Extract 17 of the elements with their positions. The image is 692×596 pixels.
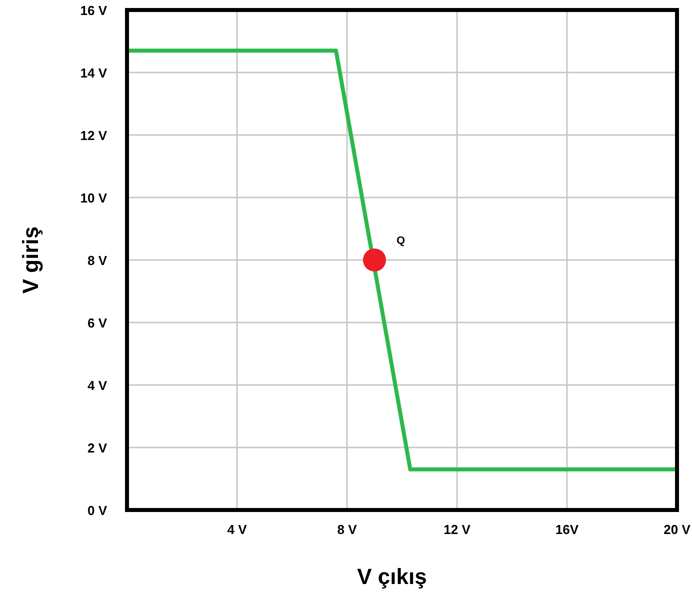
y-tick-label: 6 V [87, 316, 108, 330]
y-tick-label: 12 V [80, 128, 108, 143]
y-tick-label: 4 V [87, 378, 108, 393]
x-tick-label: 20 V [664, 522, 691, 537]
x-tick-label: 8 V [337, 522, 358, 537]
x-tick-label: 12 V [444, 522, 471, 537]
y-axis-title: V giriş [18, 226, 43, 294]
y-tick-label: 0 V [87, 503, 108, 518]
y-tick-label: 10 V [80, 190, 108, 206]
y-tick-label: 16 V [80, 3, 108, 18]
annotation: Q [396, 235, 406, 247]
y-tick-label: 2 V [87, 440, 108, 456]
x-tick-label: 16V [555, 522, 579, 537]
x-axis-title: V çıkış [357, 564, 427, 589]
x-tick-label: 4 V [227, 522, 248, 537]
y-tick-label: 8 V [87, 253, 108, 268]
y-tick-label: 14 V [80, 66, 108, 80]
